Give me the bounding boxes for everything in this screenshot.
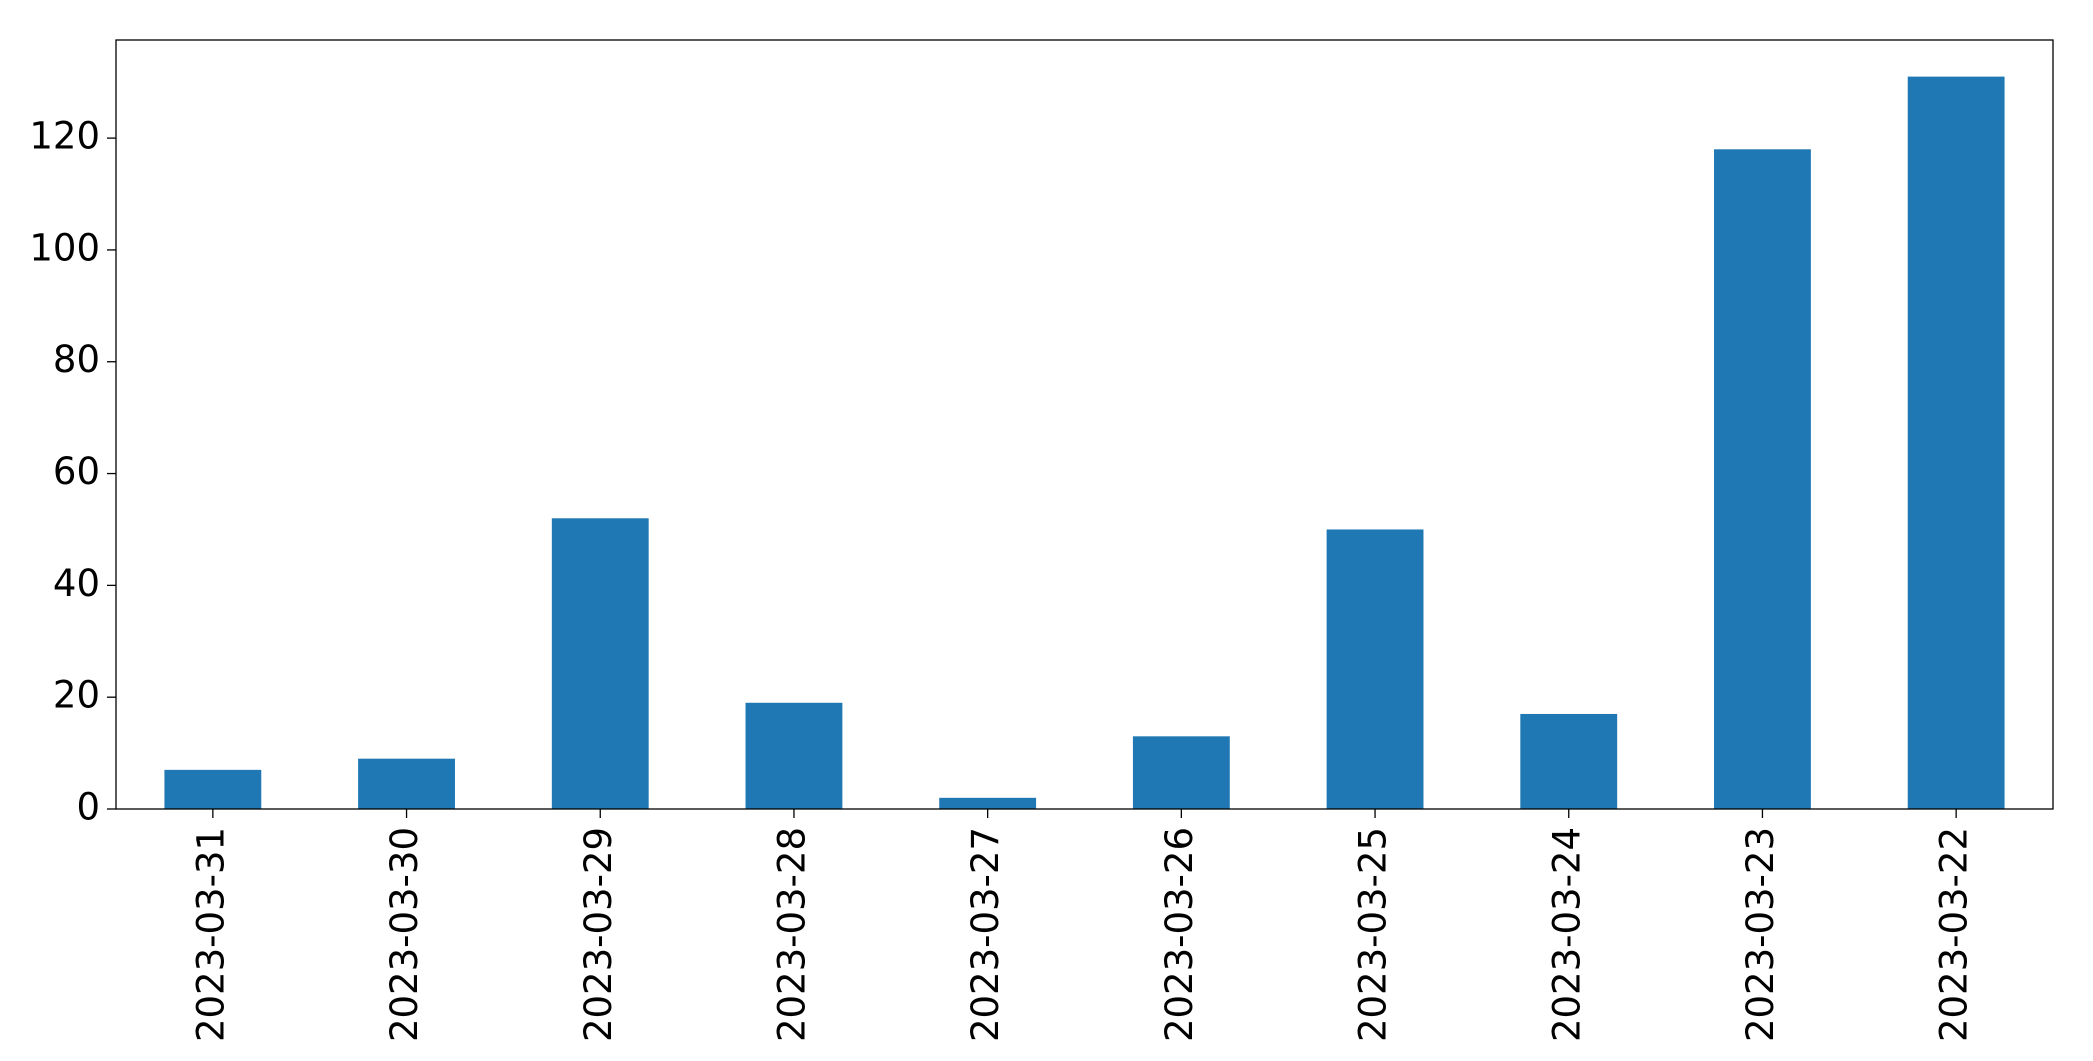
bar — [1520, 713, 1618, 809]
bar — [1326, 529, 1424, 809]
x-tick-label: 2023-03-24 — [1545, 827, 1588, 1042]
bar — [939, 797, 1037, 809]
y-tick-label: 100 — [29, 226, 100, 269]
y-tick-label: 60 — [53, 450, 100, 493]
y-tick-label: 120 — [29, 115, 100, 158]
bar — [1907, 76, 2005, 810]
y-tick-label: 0 — [76, 786, 100, 829]
bar — [1714, 149, 1811, 809]
x-tick-label: 2023-03-22 — [1933, 827, 1976, 1042]
y-tick-label: 80 — [53, 338, 100, 381]
plot-frame — [115, 39, 2054, 810]
bar — [551, 518, 649, 809]
x-tick-label: 2023-03-29 — [577, 827, 620, 1042]
y-tick-label: 40 — [53, 562, 100, 605]
bar — [1132, 736, 1230, 809]
x-tick-label: 2023-03-26 — [1158, 827, 1201, 1042]
bar — [745, 702, 843, 809]
y-tick-label: 20 — [53, 674, 100, 717]
x-tick-label: 2023-03-30 — [383, 827, 426, 1042]
bar — [358, 758, 455, 809]
x-tick-label: 2023-03-27 — [964, 827, 1007, 1042]
x-tick-label: 2023-03-25 — [1352, 827, 1395, 1042]
bar — [164, 769, 262, 809]
x-tick-label: 2023-03-23 — [1739, 827, 1782, 1042]
x-tick-label: 2023-03-31 — [189, 827, 232, 1042]
x-tick-label: 2023-03-28 — [770, 827, 813, 1042]
